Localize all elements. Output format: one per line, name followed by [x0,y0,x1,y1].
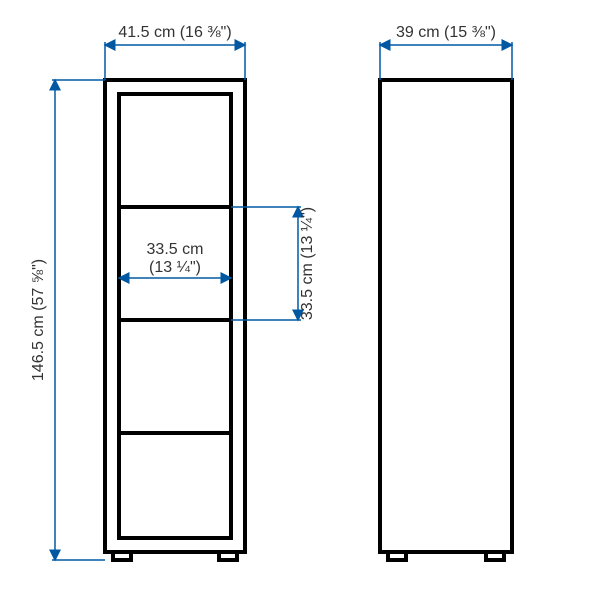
shelf2-outer [380,80,512,552]
dim-inner-width-in: (13 ¼") [149,259,201,276]
shelf-front-view [105,80,245,560]
shelf1-foot-right [219,552,237,560]
shelf-side-view [380,80,512,560]
diagram-container: 41.5 cm (16 ⅜") 39 cm (15 ⅜") 146.5 cm (… [0,0,600,600]
dimensions-group: 41.5 cm (16 ⅜") 39 cm (15 ⅜") 146.5 cm (… [30,24,512,560]
shelf2-foot-right [486,552,504,560]
dim-inner-height-label: 33.5 cm (13 ¼") [299,207,316,320]
shelf1-outer [105,80,245,552]
dim-height-label: 146.5 cm (57 ⅝") [30,259,47,381]
diagram-svg: 41.5 cm (16 ⅜") 39 cm (15 ⅜") 146.5 cm (… [0,0,600,600]
shelf2-foot-left [388,552,406,560]
dim-width-label: 41.5 cm (16 ⅜") [118,24,231,41]
shelf1-inner [119,94,231,538]
shelf1-foot-left [113,552,131,560]
dim-inner-width-cm: 33.5 cm [147,241,204,258]
dim-depth-label: 39 cm (15 ⅜") [396,24,496,41]
